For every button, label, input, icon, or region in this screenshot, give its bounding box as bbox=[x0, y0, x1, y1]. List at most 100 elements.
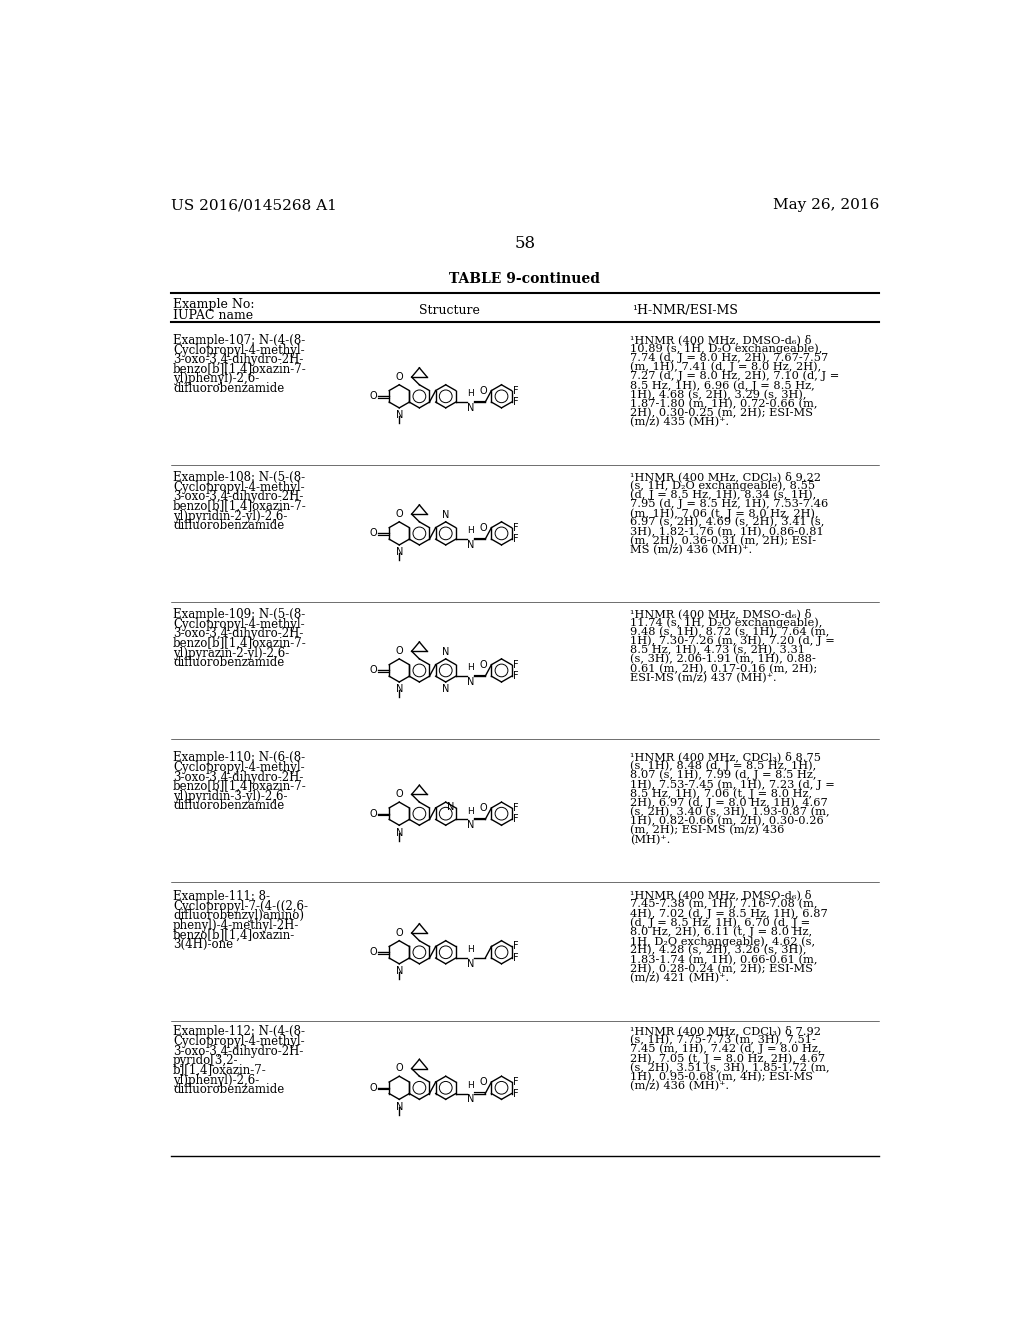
Text: N: N bbox=[467, 403, 475, 413]
Text: benzo[b][1,4]oxazin-7-: benzo[b][1,4]oxazin-7- bbox=[173, 363, 307, 376]
Text: 2H), 0.28-0.24 (m, 2H); ESI-MS: 2H), 0.28-0.24 (m, 2H); ESI-MS bbox=[630, 964, 813, 974]
Text: 1H), 0.82-0.66 (m, 2H), 0.30-0.26: 1H), 0.82-0.66 (m, 2H), 0.30-0.26 bbox=[630, 816, 824, 826]
Text: (m, 2H); ESI-MS (m/z) 436: (m, 2H); ESI-MS (m/z) 436 bbox=[630, 825, 784, 836]
Text: F: F bbox=[513, 660, 519, 669]
Text: F: F bbox=[513, 397, 519, 407]
Text: O: O bbox=[480, 660, 487, 671]
Text: (s, 1H, D₂O exchangeable), 8.55: (s, 1H, D₂O exchangeable), 8.55 bbox=[630, 480, 815, 491]
Text: H: H bbox=[467, 1081, 474, 1090]
Text: (m/z) 421 (MH)⁺.: (m/z) 421 (MH)⁺. bbox=[630, 973, 729, 983]
Text: Example-107: N-(4-(8-: Example-107: N-(4-(8- bbox=[173, 334, 305, 347]
Text: 2H), 4.28 (s, 2H), 3.26 (s, 3H),: 2H), 4.28 (s, 2H), 3.26 (s, 3H), bbox=[630, 945, 807, 956]
Text: ¹HNMR (400 MHz, CDCl₃) δ 7.92: ¹HNMR (400 MHz, CDCl₃) δ 7.92 bbox=[630, 1026, 821, 1036]
Text: difluorobenzamide: difluorobenzamide bbox=[173, 656, 285, 669]
Text: 9.48 (s, 1H), 8.72 (s, 1H), 7.64 (m,: 9.48 (s, 1H), 8.72 (s, 1H), 7.64 (m, bbox=[630, 627, 829, 638]
Text: Cyclopropyl-4-methyl-: Cyclopropyl-4-methyl- bbox=[173, 618, 304, 631]
Text: 6.97 (s, 2H), 4.69 (s, 2H), 3.41 (s,: 6.97 (s, 2H), 4.69 (s, 2H), 3.41 (s, bbox=[630, 517, 824, 528]
Text: 58: 58 bbox=[514, 235, 536, 252]
Text: N: N bbox=[395, 684, 402, 694]
Text: (s, 2H), 3.51 (s, 3H), 1.85-1.72 (m,: (s, 2H), 3.51 (s, 3H), 1.85-1.72 (m, bbox=[630, 1063, 829, 1073]
Text: N: N bbox=[395, 548, 402, 557]
Text: F: F bbox=[513, 1089, 519, 1098]
Text: N: N bbox=[467, 540, 475, 550]
Text: O: O bbox=[370, 1082, 377, 1093]
Text: difluorobenzamide: difluorobenzamide bbox=[173, 800, 285, 812]
Text: ¹HNMR (400 MHz, CDCl₃) δ 8.75: ¹HNMR (400 MHz, CDCl₃) δ 8.75 bbox=[630, 751, 821, 762]
Text: F: F bbox=[513, 1077, 519, 1086]
Text: yl)phenyl)-2,6-: yl)phenyl)-2,6- bbox=[173, 372, 259, 385]
Text: (s, 3H), 2.06-1.91 (m, 1H), 0.88-: (s, 3H), 2.06-1.91 (m, 1H), 0.88- bbox=[630, 655, 816, 665]
Text: H: H bbox=[467, 807, 474, 816]
Text: 4H), 7.02 (d, J = 8.5 Hz, 1H), 6.87: 4H), 7.02 (d, J = 8.5 Hz, 1H), 6.87 bbox=[630, 908, 828, 919]
Text: ¹H-NMR/ESI-MS: ¹H-NMR/ESI-MS bbox=[632, 304, 737, 317]
Text: H: H bbox=[467, 945, 474, 954]
Text: 1H), 0.95-0.68 (m, 4H); ESI-MS: 1H), 0.95-0.68 (m, 4H); ESI-MS bbox=[630, 1072, 813, 1082]
Text: difluorobenzamide: difluorobenzamide bbox=[173, 1084, 285, 1096]
Text: 7.74 (d, J = 8.0 Hz, 2H), 7.67-7.57: 7.74 (d, J = 8.0 Hz, 2H), 7.67-7.57 bbox=[630, 352, 828, 363]
Text: Example No:: Example No: bbox=[173, 298, 254, 310]
Text: O: O bbox=[480, 385, 487, 396]
Text: 1H), 7.30-7.26 (m, 3H), 7.20 (d, J =: 1H), 7.30-7.26 (m, 3H), 7.20 (d, J = bbox=[630, 636, 835, 647]
Text: (d, J = 8.5 Hz, 1H), 8.34 (s, 1H),: (d, J = 8.5 Hz, 1H), 8.34 (s, 1H), bbox=[630, 490, 816, 500]
Text: 8.5 Hz, 1H), 6.96 (d, J = 8.5 Hz,: 8.5 Hz, 1H), 6.96 (d, J = 8.5 Hz, bbox=[630, 380, 815, 391]
Text: Structure: Structure bbox=[419, 304, 480, 317]
Text: 7.45-7.38 (m, 1H), 7.16-7.08 (m,: 7.45-7.38 (m, 1H), 7.16-7.08 (m, bbox=[630, 899, 818, 909]
Text: (MH)⁺.: (MH)⁺. bbox=[630, 834, 671, 845]
Text: (m/z) 436 (MH)⁺.: (m/z) 436 (MH)⁺. bbox=[630, 1081, 729, 1092]
Text: N: N bbox=[395, 966, 402, 975]
Text: (d, J = 8.5 Hz, 1H), 6.70 (d, J =: (d, J = 8.5 Hz, 1H), 6.70 (d, J = bbox=[630, 917, 810, 928]
Text: IUPAC name: IUPAC name bbox=[173, 309, 253, 322]
Text: O: O bbox=[370, 809, 377, 818]
Text: 8.5 Hz, 1H), 4.73 (s, 2H), 3.31: 8.5 Hz, 1H), 4.73 (s, 2H), 3.31 bbox=[630, 645, 805, 656]
Text: benzo[b][1,4]oxazin-7-: benzo[b][1,4]oxazin-7- bbox=[173, 500, 307, 513]
Text: yl)phenyl)-2,6-: yl)phenyl)-2,6- bbox=[173, 1073, 259, 1086]
Text: (s, 2H), 3.40 (s, 3H), 1.93-0.87 (m,: (s, 2H), 3.40 (s, 3H), 1.93-0.87 (m, bbox=[630, 807, 829, 817]
Text: 3H), 1.82-1.76 (m, 1H), 0.86-0.81: 3H), 1.82-1.76 (m, 1H), 0.86-0.81 bbox=[630, 527, 824, 537]
Text: ESI-MS (m/z) 437 (MH)⁺.: ESI-MS (m/z) 437 (MH)⁺. bbox=[630, 673, 777, 682]
Text: H: H bbox=[467, 664, 474, 672]
Text: F: F bbox=[513, 941, 519, 952]
Text: O: O bbox=[395, 645, 403, 656]
Text: (s, 1H), 8.48 (d, J = 8.5 Hz, 1H),: (s, 1H), 8.48 (d, J = 8.5 Hz, 1H), bbox=[630, 760, 816, 771]
Text: N: N bbox=[442, 647, 450, 657]
Text: H: H bbox=[467, 389, 474, 399]
Text: N: N bbox=[442, 684, 450, 693]
Text: Cyclopropyl-4-methyl-: Cyclopropyl-4-methyl- bbox=[173, 343, 304, 356]
Text: F: F bbox=[513, 803, 519, 813]
Text: pyrido[3,2-: pyrido[3,2- bbox=[173, 1055, 239, 1068]
Text: Example-109: N-(5-(8-: Example-109: N-(5-(8- bbox=[173, 609, 305, 622]
Text: O: O bbox=[370, 665, 377, 676]
Text: F: F bbox=[513, 385, 519, 396]
Text: 1H), 7.53-7.45 (m, 1H), 7.23 (d, J =: 1H), 7.53-7.45 (m, 1H), 7.23 (d, J = bbox=[630, 779, 835, 789]
Text: N: N bbox=[467, 820, 475, 830]
Text: 7.95 (d, J = 8.5 Hz, 1H), 7.53-7.46: 7.95 (d, J = 8.5 Hz, 1H), 7.53-7.46 bbox=[630, 499, 828, 510]
Text: 3-oxo-3,4-dihydro-2H-: 3-oxo-3,4-dihydro-2H- bbox=[173, 1044, 303, 1057]
Text: (m, 2H), 0.36-0.31 (m, 2H); ESI-: (m, 2H), 0.36-0.31 (m, 2H); ESI- bbox=[630, 536, 816, 546]
Text: N: N bbox=[442, 511, 450, 520]
Text: 3-oxo-3,4-dihydro-2H-: 3-oxo-3,4-dihydro-2H- bbox=[173, 354, 303, 366]
Text: 2H), 6.97 (d, J = 8.0 Hz, 1H), 4.67: 2H), 6.97 (d, J = 8.0 Hz, 1H), 4.67 bbox=[630, 797, 828, 808]
Text: 8.0 Hz, 2H), 6.11 (t, J = 8.0 Hz,: 8.0 Hz, 2H), 6.11 (t, J = 8.0 Hz, bbox=[630, 927, 812, 937]
Text: 2H), 7.05 (t, J = 8.0 Hz, 2H), 4.67: 2H), 7.05 (t, J = 8.0 Hz, 2H), 4.67 bbox=[630, 1053, 825, 1064]
Text: F: F bbox=[513, 814, 519, 825]
Text: O: O bbox=[395, 1063, 403, 1073]
Text: O: O bbox=[480, 804, 487, 813]
Text: 3-oxo-3,4-dihydro-2H-: 3-oxo-3,4-dihydro-2H- bbox=[173, 627, 303, 640]
Text: F: F bbox=[513, 672, 519, 681]
Text: O: O bbox=[395, 508, 403, 519]
Text: MS (m/z) 436 (MH)⁺.: MS (m/z) 436 (MH)⁺. bbox=[630, 545, 753, 556]
Text: benzo[b][1,4]oxazin-7-: benzo[b][1,4]oxazin-7- bbox=[173, 780, 307, 793]
Text: N: N bbox=[395, 1102, 402, 1111]
Text: N: N bbox=[395, 411, 402, 420]
Text: b][1,4]oxazin-7-: b][1,4]oxazin-7- bbox=[173, 1064, 266, 1077]
Text: US 2016/0145268 A1: US 2016/0145268 A1 bbox=[171, 198, 337, 213]
Text: benzo[b][1,4]oxazin-: benzo[b][1,4]oxazin- bbox=[173, 928, 295, 941]
Text: TABLE 9-continued: TABLE 9-continued bbox=[450, 272, 600, 286]
Text: Example-112: N-(4-(8-: Example-112: N-(4-(8- bbox=[173, 1026, 305, 1039]
Text: O: O bbox=[395, 789, 403, 799]
Text: Cyclopropyl-4-methyl-: Cyclopropyl-4-methyl- bbox=[173, 480, 304, 494]
Text: 3(4H)-one: 3(4H)-one bbox=[173, 939, 233, 950]
Text: benzo[b][1,4]oxazin-7-: benzo[b][1,4]oxazin-7- bbox=[173, 638, 307, 649]
Text: 1H, D₂O exchangeable), 4.62 (s,: 1H, D₂O exchangeable), 4.62 (s, bbox=[630, 936, 815, 946]
Text: N: N bbox=[467, 1094, 475, 1105]
